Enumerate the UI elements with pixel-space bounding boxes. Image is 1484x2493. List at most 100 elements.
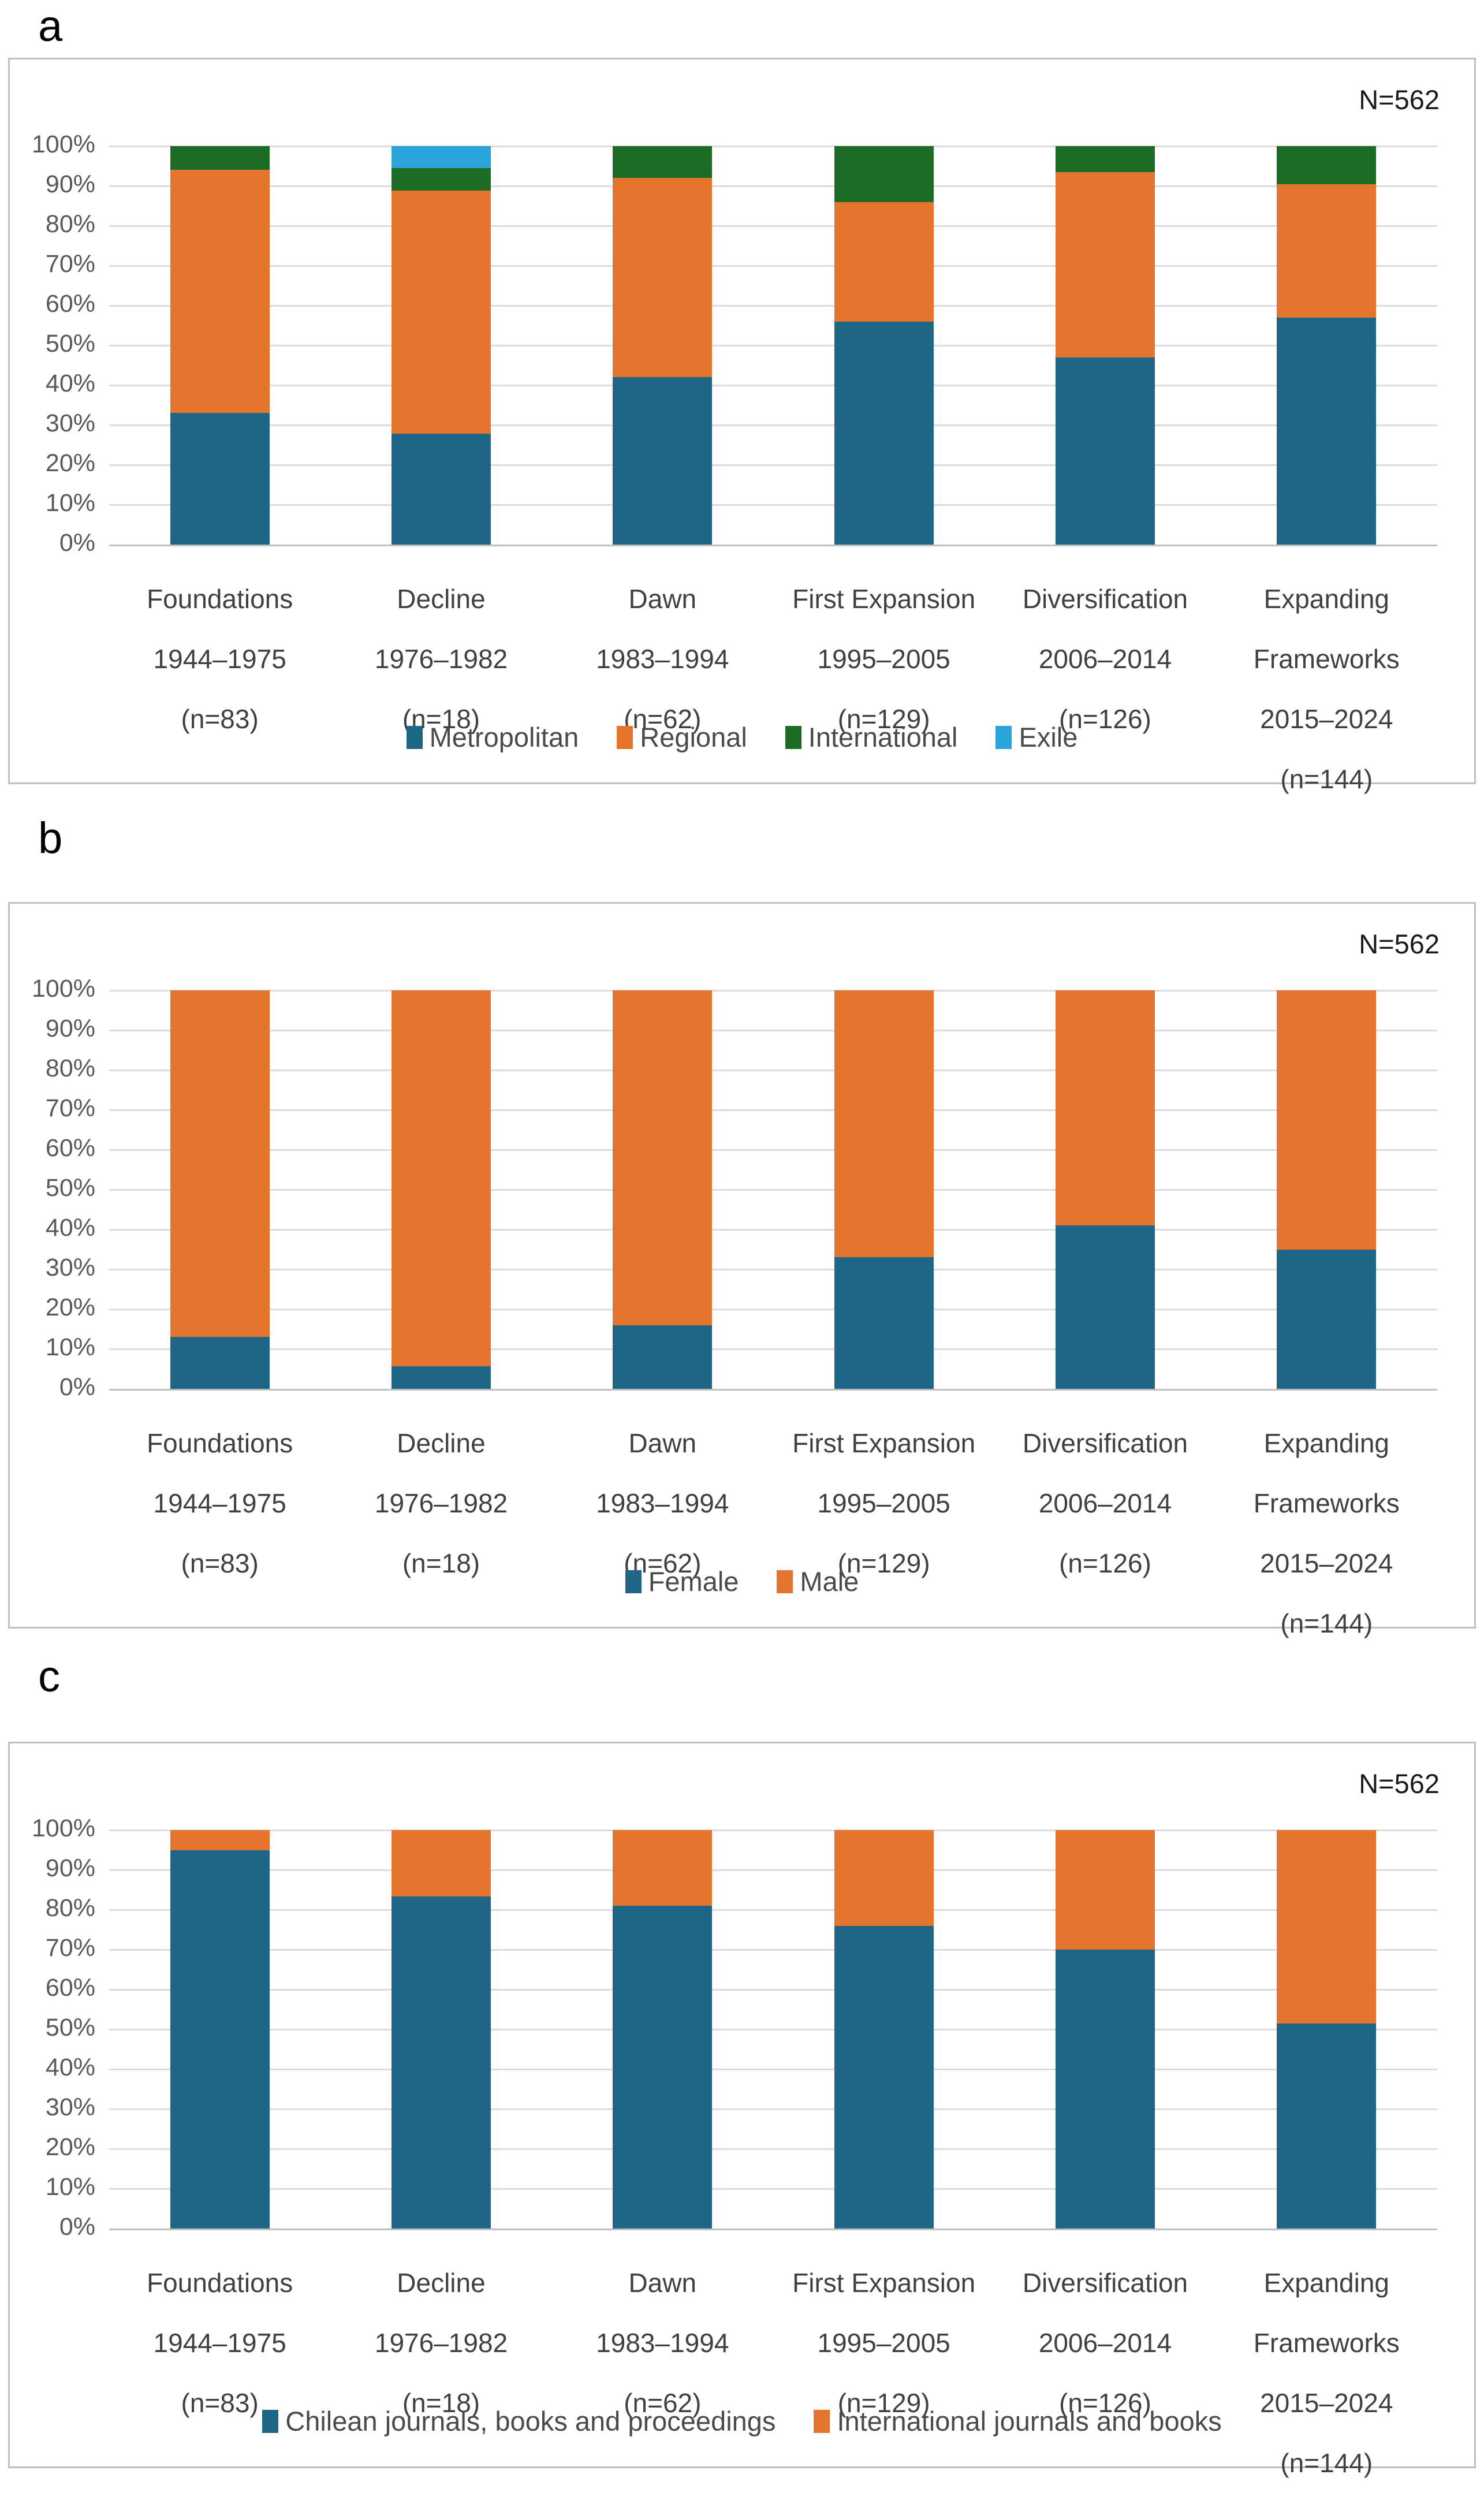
gridline	[109, 1869, 1437, 1871]
bar-segment-metropolitan	[170, 413, 270, 545]
bar-decline	[391, 1830, 491, 2229]
x-axis-label-line: Decline	[397, 2268, 486, 2298]
bar-segment-male	[613, 990, 713, 1325]
x-axis-label-line: (n=83)	[181, 1548, 259, 1578]
panel-letter-c: c	[38, 1652, 60, 1701]
bar-segment-female	[1056, 1225, 1155, 1389]
x-axis-label-line: 2015–2024	[1260, 704, 1393, 734]
gridline	[109, 1149, 1437, 1151]
gridline	[109, 185, 1437, 187]
bar-expanding	[1277, 1830, 1377, 2229]
y-axis-tick: 40%	[45, 1214, 95, 1242]
x-axis-label-line: Dawn	[628, 1428, 697, 1458]
x-axis-label-line: 2015–2024	[1260, 2388, 1393, 2418]
bar-segment-regional	[613, 178, 713, 378]
x-axis-label-line: (n=144)	[1280, 764, 1373, 794]
gridline	[109, 989, 1437, 992]
x-axis-label-diversification: Diversification 2006–2014 (n=126)	[994, 1413, 1215, 1653]
gridline	[109, 1109, 1437, 1111]
x-axis-label-line: Decline	[397, 1428, 486, 1458]
panel-letter-b: b	[38, 814, 63, 863]
x-axis-label-line: Dawn	[628, 584, 697, 614]
bar-segment-chilean-journals-books-and-proceedings	[834, 1925, 934, 2229]
legend-label: Male	[800, 1566, 859, 1597]
y-axis-tick: 80%	[45, 210, 95, 238]
x-axis-label-line: Foundations	[147, 1428, 293, 1458]
x-axis-label-decline: Decline 1976–1982 (n=18)	[330, 569, 551, 809]
bar-expanding	[1277, 990, 1377, 1389]
bar-segment-international-journals-and-books	[1277, 1830, 1377, 2024]
y-axis-tick: 70%	[45, 250, 95, 278]
y-axis-tick: 100%	[32, 1814, 95, 1842]
x-axis-label-line: 1995–2005	[817, 644, 950, 674]
y-axis-tick: 0%	[59, 1373, 95, 1401]
legend-swatch-male	[777, 1570, 793, 1593]
gridline	[109, 304, 1437, 307]
x-axis-label-line: 1976–1982	[374, 644, 508, 674]
bar-segment-metropolitan	[1056, 357, 1155, 545]
gridline	[109, 384, 1437, 386]
gridline	[109, 2188, 1437, 2190]
plot-area-a: 0% 10% 20% 30% 40% 50% 60% 70% 80% 90% 100%	[32, 131, 1437, 557]
x-axis-label-line: (n=18)	[402, 2388, 480, 2418]
bar-diversification	[1056, 1830, 1155, 2229]
x-axis-label-line: 1983–1994	[596, 2328, 729, 2358]
sample-size-label: N=562	[1359, 84, 1440, 115]
x-axis-label-line: 2006–2014	[1038, 1488, 1172, 1518]
legend-item-international: International	[785, 721, 957, 753]
x-axis-label-line: (n=62)	[624, 704, 702, 734]
bar-foundations	[170, 146, 270, 545]
y-axis-tick: 40%	[45, 370, 95, 397]
bar-segment-metropolitan	[834, 321, 934, 545]
x-axis-label-diversification: Diversification 2006–2014 (n=126)	[994, 569, 1215, 809]
bar-segment-female	[834, 1257, 934, 1389]
y-axis-tick: 70%	[45, 1094, 95, 1122]
x-axis-label-line: (n=126)	[1059, 1548, 1151, 1578]
bar-segment-international	[1056, 146, 1155, 172]
bar-segment-chilean-journals-books-and-proceedings	[613, 1906, 713, 2229]
bar-dawn	[613, 1830, 713, 2229]
x-axis-label-first-expansion: First Expansion 1995–2005 (n=129)	[773, 569, 994, 809]
x-axis-label-line: 1976–1982	[374, 2328, 508, 2358]
bar-segment-regional	[1277, 184, 1377, 318]
y-axis-tick: 30%	[45, 1254, 95, 1281]
bar-decline	[391, 146, 491, 545]
x-axis-label-line: (n=129)	[837, 2388, 930, 2418]
x-axis-label-line: Diversification	[1022, 2268, 1188, 2298]
bar-segment-female	[1277, 1249, 1377, 1389]
y-axis-tick: 20%	[45, 1294, 95, 1321]
bar-segment-male	[1277, 990, 1377, 1250]
y-axis-tick: 20%	[45, 2133, 95, 2161]
x-axis-labels-c: Foundations 1944–1975 (n=83) Decline 1976–19…	[109, 2253, 1437, 2493]
x-axis-label-line: Frameworks	[1253, 1488, 1400, 1518]
bar-segment-international	[391, 167, 491, 191]
x-axis-label-line: 1995–2005	[817, 1488, 950, 1518]
x-axis-label-line: 1995–2005	[817, 2328, 950, 2358]
panel-c: N=562 0% 10% 20% 30% 40% 50% 60% 70% 80% 90% 100% …	[8, 1742, 1476, 2478]
gridline	[109, 1988, 1437, 1991]
legend-item-female: Female	[625, 1566, 739, 1597]
gridline	[109, 2108, 1437, 2110]
x-axis-label-expanding: Expanding Frameworks 2015–2024 (n=144)	[1216, 1413, 1437, 1653]
sample-size-label: N=562	[1359, 1768, 1440, 1799]
legend-label: Chilean journals, books and proceedings	[285, 2406, 776, 2436]
legend-label: Female	[648, 1566, 739, 1597]
bar-segment-regional	[391, 190, 491, 434]
bar-dawn	[613, 146, 713, 545]
bar-diversification	[1056, 990, 1155, 1389]
legend-swatch-chilean-journals-books-and-proceedings	[262, 2409, 279, 2433]
x-axis-label-line: Frameworks	[1253, 2328, 1400, 2358]
bar-segment-metropolitan	[391, 434, 491, 545]
legend-c: Chilean journals, books and proceedings I…	[10, 2405, 1474, 2437]
legend-item-metropolitan: Metropolitan	[406, 721, 579, 753]
x-axis-label-first-expansion: First Expansion 1995–2005 (n=129)	[773, 1413, 994, 1653]
gridline	[109, 1948, 1437, 1951]
x-axis-label-line: Foundations	[147, 584, 293, 614]
bar-expanding	[1277, 146, 1377, 545]
x-axis-label-foundations: Foundations 1944–1975 (n=83)	[109, 1413, 330, 1653]
bar-segment-male	[391, 990, 491, 1367]
y-axis-tick: 50%	[45, 330, 95, 357]
gridline	[109, 2028, 1437, 2030]
y-axis-tick: 60%	[45, 290, 95, 318]
y-axis-tick: 100%	[32, 131, 95, 158]
